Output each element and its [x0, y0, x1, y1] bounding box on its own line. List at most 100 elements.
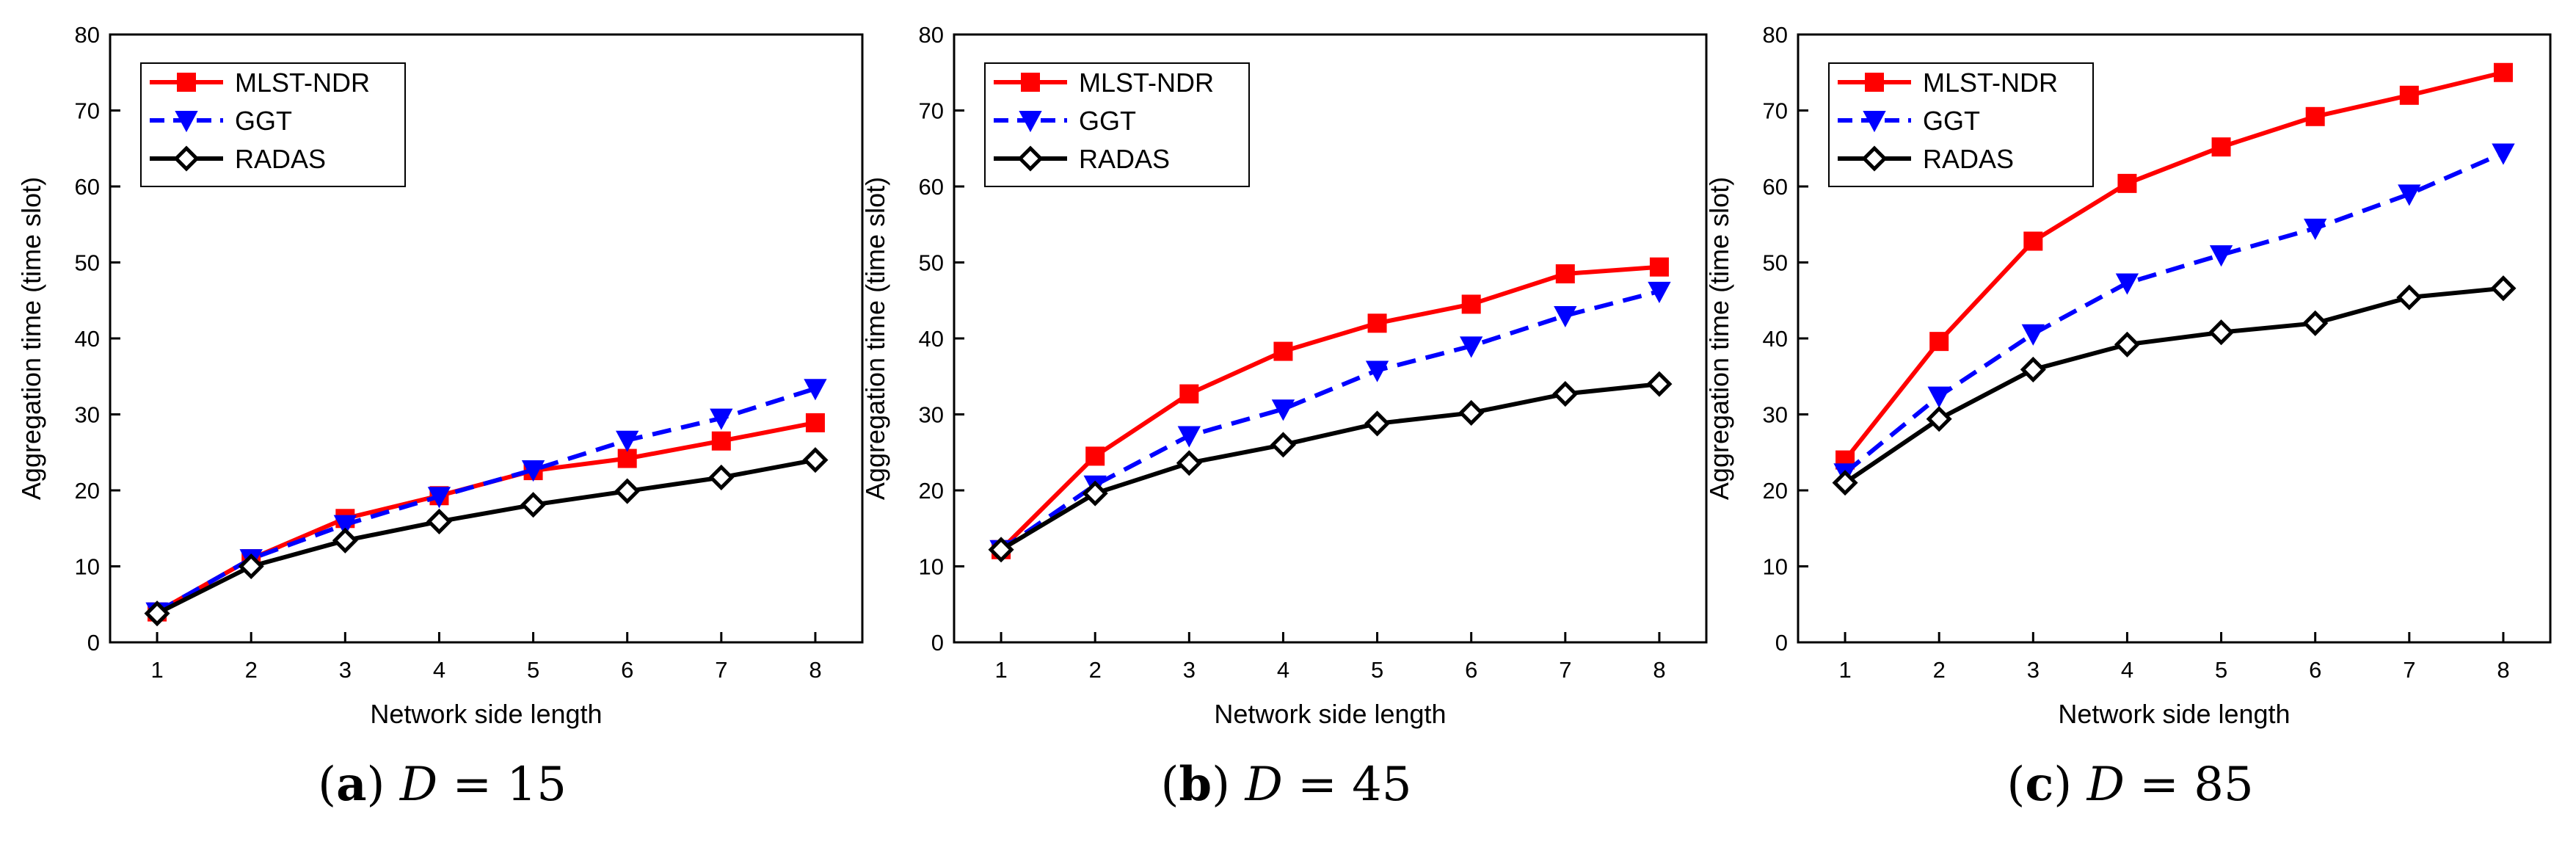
chart-panel-3: 0 10 20 30 40 50 60 70 80 1 2 3 4 5 6 7 8 Network side le… — [1704, 22, 2552, 812]
y-tick-label: 0 — [931, 630, 944, 656]
y-tick-label: 10 — [75, 554, 100, 580]
y-tick-label: 50 — [1763, 250, 1788, 276]
data-point — [2114, 331, 2140, 358]
y-tick-label: 70 — [919, 98, 944, 124]
caption-part: D — [399, 758, 437, 812]
series-mlst-ndr — [148, 413, 825, 622]
data-point — [988, 537, 1014, 563]
caption-part: a — [336, 757, 366, 812]
legend-label: MLST-NDR — [1923, 68, 2058, 98]
y-tick-label: 60 — [75, 174, 100, 200]
y-tick-label: 80 — [75, 22, 100, 48]
x-tick-label: 7 — [2403, 657, 2415, 683]
data-point — [521, 460, 545, 482]
legend-label: MLST-NDR — [1079, 68, 1214, 98]
x-tick-label: 7 — [1559, 657, 1571, 683]
data-point — [1648, 281, 1671, 303]
x-tick-label: 8 — [809, 657, 821, 683]
y-tick-label: 70 — [75, 98, 100, 124]
caption-part: = — [2125, 758, 2194, 812]
caption-part: ( — [318, 758, 336, 812]
x-tick-label: 1 — [150, 657, 163, 683]
x-axis-label: Network side length — [370, 699, 602, 729]
panel-caption: (c) D = 85 — [2006, 757, 2253, 812]
series-radas — [1832, 275, 2517, 496]
y-tick-label: 30 — [1763, 402, 1788, 428]
x-tick-label: 4 — [1277, 657, 1289, 683]
data-point — [1646, 371, 1673, 397]
data-point — [1554, 305, 1577, 328]
y-tick-label: 40 — [75, 326, 100, 352]
data-point — [2399, 85, 2419, 105]
data-point — [427, 487, 451, 509]
series-radas — [988, 371, 1673, 563]
series-line — [156, 457, 816, 616]
data-point — [2023, 231, 2043, 251]
caption-part: 85 — [2194, 758, 2253, 812]
x-tick-label: 1 — [994, 657, 1007, 683]
y-tick-label: 20 — [1763, 478, 1788, 504]
caption-part: ( — [1160, 758, 1179, 812]
x-tick-label: 2 — [1089, 657, 1102, 683]
caption-part: 15 — [506, 758, 566, 812]
x-axis-label: Network side length — [2058, 699, 2290, 729]
data-point — [1649, 257, 1669, 277]
y-tick-label: 60 — [1763, 174, 1788, 200]
caption-part: ) — [1212, 758, 1245, 812]
data-point — [1367, 313, 1387, 333]
data-point — [2396, 284, 2423, 311]
data-point — [144, 600, 170, 627]
data-point — [616, 430, 639, 452]
data-point — [617, 449, 637, 468]
y-tick-label: 80 — [1763, 22, 1788, 48]
x-tick-label: 1 — [1838, 657, 1851, 683]
legend-marker — [1865, 73, 1884, 92]
series-ggt — [1833, 143, 2515, 485]
x-tick-label: 5 — [527, 657, 539, 683]
y-tick-label: 0 — [87, 630, 100, 656]
y-tick-label: 50 — [75, 250, 100, 276]
y-tick-label: 0 — [1775, 630, 1788, 656]
data-point — [2020, 356, 2046, 382]
x-tick-label: 3 — [2027, 657, 2040, 683]
data-point — [1832, 470, 1858, 496]
x-tick-label: 6 — [621, 657, 633, 683]
x-tick-label: 3 — [1183, 657, 1196, 683]
data-point — [711, 431, 731, 451]
series-mlst-ndr — [992, 257, 1669, 559]
series-mlst-ndr — [1835, 62, 2513, 470]
legend-label: GGT — [235, 106, 292, 136]
data-point — [1176, 450, 1202, 476]
x-tick-label: 4 — [433, 657, 445, 683]
y-tick-label: 80 — [919, 22, 944, 48]
data-point — [238, 553, 264, 580]
series-line — [1843, 70, 2504, 462]
x-tick-label: 2 — [245, 657, 258, 683]
x-tick-label: 3 — [339, 657, 352, 683]
data-point — [1085, 446, 1105, 466]
data-point — [1273, 341, 1293, 361]
caption-part: = — [437, 758, 506, 812]
data-point — [2490, 275, 2517, 302]
data-point — [1929, 332, 1949, 352]
data-point — [2398, 184, 2421, 206]
data-point — [2305, 106, 2325, 126]
y-tick-label: 20 — [75, 478, 100, 504]
caption-part: 45 — [1352, 758, 1411, 812]
caption-part: b — [1179, 757, 1212, 812]
data-point — [2117, 173, 2137, 193]
data-point — [1458, 399, 1485, 426]
data-point — [2211, 137, 2231, 157]
data-point — [804, 379, 827, 401]
caption-part: D — [1244, 758, 1282, 812]
caption-part: ) — [367, 758, 400, 812]
data-point — [1926, 406, 1952, 432]
data-point — [1461, 294, 1481, 314]
legend-marker — [1017, 145, 1044, 172]
y-tick-label: 30 — [919, 402, 944, 428]
data-point — [708, 464, 735, 490]
data-point — [520, 492, 547, 518]
y-tick-label: 40 — [919, 326, 944, 352]
data-point — [333, 515, 357, 537]
